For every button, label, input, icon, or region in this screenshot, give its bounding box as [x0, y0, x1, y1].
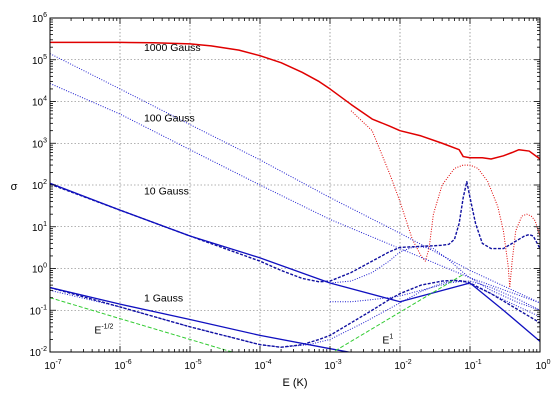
y-tick-label: 101	[32, 221, 47, 234]
y-tick-label: 100	[32, 263, 47, 276]
x-tick-label: 10-5	[184, 359, 201, 372]
series-line	[329, 246, 540, 311]
curve-annotation: 1000 Gauss	[144, 42, 201, 54]
y-tick-label: 10-2	[30, 346, 47, 359]
curve-annotation: 1 Gauss	[144, 293, 183, 305]
series-line	[50, 182, 540, 342]
y-tick-label: 105	[32, 54, 47, 67]
x-tick-label: 10-6	[114, 359, 131, 372]
y-tick-label: 102	[32, 179, 47, 192]
y-tick-label: 106	[32, 12, 47, 25]
series-line	[50, 83, 540, 304]
series-line	[50, 41, 540, 160]
series-line	[50, 180, 540, 283]
x-tick-label: 10-2	[394, 359, 411, 372]
x-tick-label: 10-7	[44, 359, 61, 372]
series-line	[50, 286, 353, 352]
x-tick-label: 10-4	[254, 359, 271, 372]
grid-lines	[50, 18, 540, 352]
x-tick-label: 10-1	[464, 359, 481, 372]
curve-annotation: E1	[382, 333, 393, 346]
x-tick-label: 100	[535, 359, 550, 372]
x-tick-label: 10-3	[324, 359, 341, 372]
curve-annotation: 10 Gauss	[144, 185, 189, 197]
series-line	[50, 280, 540, 348]
y-tick-label: 103	[32, 137, 47, 150]
series-group	[50, 41, 540, 352]
series-line	[350, 110, 540, 289]
curve-annotation: E-1/2	[94, 323, 113, 336]
y-tick-labels: 10-2 10-1 100 101 102 103 104 105 106	[30, 12, 47, 359]
tick-marks	[49, 18, 540, 353]
series-line	[50, 297, 234, 352]
series-line	[332, 274, 464, 352]
x-axis-title: E (K)	[282, 377, 307, 389]
y-tick-label: 104	[32, 96, 47, 109]
curve-annotation: 100 Gauss	[144, 113, 195, 125]
x-tick-labels: 10-7 10-6 10-5 10-4 10-3 10-2 10-1 100	[44, 359, 550, 372]
y-axis-title: σ	[11, 181, 18, 193]
y-tick-label: 10-1	[30, 304, 47, 317]
annotations: 1000 Gauss 100 Gauss 10 Gauss 1 Gauss E-1/2 E…	[94, 42, 393, 346]
series-line	[50, 53, 540, 304]
series-line	[50, 279, 540, 348]
